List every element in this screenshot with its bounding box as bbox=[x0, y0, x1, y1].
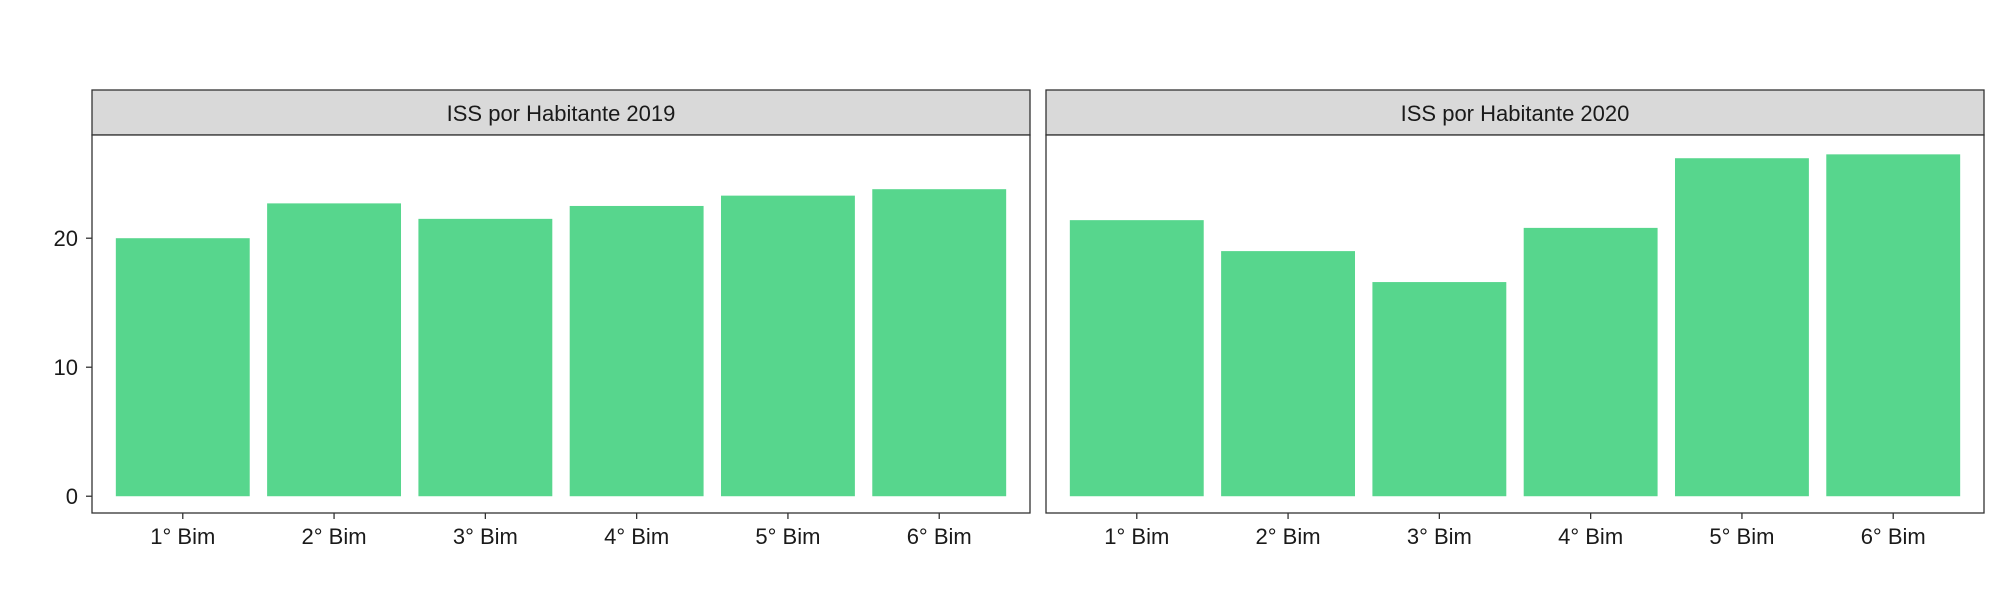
bar bbox=[1826, 154, 1961, 497]
facet-title: ISS por Habitante 2020 bbox=[1401, 101, 1630, 126]
bar bbox=[1069, 220, 1204, 497]
x-tick-label: 3° Bim bbox=[1407, 524, 1472, 549]
x-tick-label: 1° Bim bbox=[150, 524, 215, 549]
x-tick-label: 3° Bim bbox=[453, 524, 518, 549]
bar bbox=[872, 189, 1007, 497]
bar bbox=[720, 195, 855, 497]
bar bbox=[569, 205, 704, 497]
bar bbox=[1523, 227, 1658, 497]
facet-title: ISS por Habitante 2019 bbox=[447, 101, 676, 126]
x-tick-label: 5° Bim bbox=[1709, 524, 1774, 549]
x-tick-label: 6° Bim bbox=[1861, 524, 1926, 549]
y-tick-label: 10 bbox=[54, 355, 78, 380]
bar bbox=[1221, 251, 1356, 497]
x-tick-label: 1° Bim bbox=[1104, 524, 1169, 549]
bar bbox=[418, 218, 553, 497]
x-tick-label: 6° Bim bbox=[907, 524, 972, 549]
y-tick-label: 0 bbox=[66, 484, 78, 509]
y-tick-label: 20 bbox=[54, 226, 78, 251]
bar bbox=[1674, 158, 1809, 497]
bar bbox=[115, 238, 250, 497]
x-tick-label: 4° Bim bbox=[604, 524, 669, 549]
x-tick-label: 4° Bim bbox=[1558, 524, 1623, 549]
facet-strip bbox=[91, 89, 1031, 136]
x-tick-label: 5° Bim bbox=[755, 524, 820, 549]
x-tick-label: 2° Bim bbox=[1256, 524, 1321, 549]
x-tick-label: 2° Bim bbox=[302, 524, 367, 549]
bar bbox=[1372, 282, 1507, 497]
bar bbox=[267, 203, 402, 497]
